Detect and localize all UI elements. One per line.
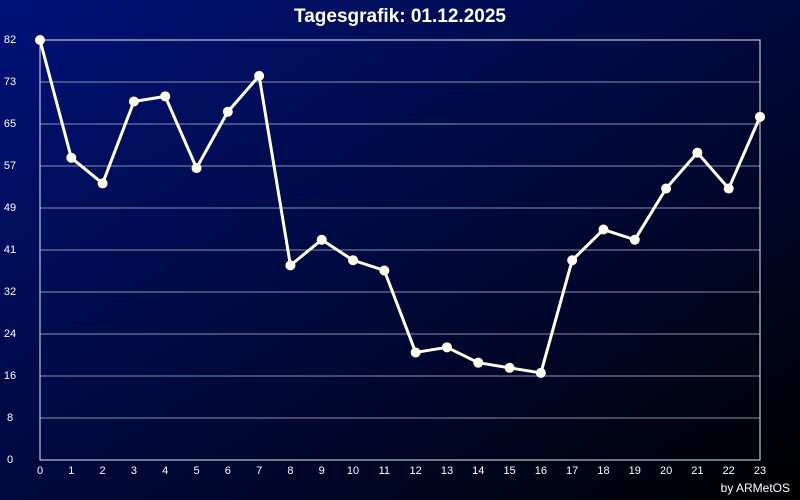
x-tick-label: 8 — [287, 465, 293, 477]
data-point — [567, 255, 578, 266]
y-tick-label: 0 — [7, 454, 13, 466]
data-point — [97, 178, 108, 189]
x-tick-label: 12 — [410, 465, 422, 477]
x-tick-label: 22 — [723, 465, 735, 477]
x-tick-label: 21 — [691, 465, 703, 477]
y-tick-label: 73 — [4, 76, 16, 88]
data-point — [254, 70, 265, 81]
data-point — [504, 362, 515, 373]
data-point — [723, 183, 734, 194]
data-point — [191, 163, 202, 174]
x-tick-label: 5 — [193, 465, 199, 477]
data-point — [535, 367, 546, 378]
data-point — [629, 234, 640, 245]
y-tick-label: 49 — [4, 202, 16, 214]
x-tick-label: 4 — [162, 465, 168, 477]
data-point — [316, 234, 327, 245]
x-tick-label: 1 — [68, 465, 74, 477]
data-point — [348, 255, 359, 266]
data-line — [38, 39, 762, 375]
data-point — [379, 265, 390, 276]
x-tick-label: 18 — [597, 465, 609, 477]
data-point — [661, 183, 672, 194]
x-tick-label: 17 — [566, 465, 578, 477]
x-tick-label: 11 — [379, 465, 390, 477]
y-tick-label: 65 — [4, 118, 16, 130]
data-point — [755, 111, 765, 122]
x-tick-label: 20 — [660, 465, 672, 477]
y-tick-label: 16 — [4, 370, 16, 382]
x-tick-label: 23 — [754, 465, 766, 477]
y-tick-label: 82 — [4, 34, 16, 46]
data-point — [598, 224, 609, 235]
data-point — [410, 347, 421, 358]
x-tick-label: 3 — [131, 465, 137, 477]
data-point — [473, 357, 484, 368]
y-tick-label: 41 — [4, 244, 16, 256]
source-note: by ARMetOS — [721, 481, 790, 495]
x-tick-label: 15 — [503, 465, 515, 477]
x-tick-label: 0 — [37, 465, 43, 477]
x-tick-label: 9 — [319, 465, 325, 477]
data-point — [692, 147, 703, 158]
x-tick-label: 16 — [535, 465, 547, 477]
x-tick-label: 10 — [347, 465, 359, 477]
data-point — [128, 96, 139, 107]
plot-border — [39, 39, 761, 461]
x-tick-label: 2 — [100, 465, 106, 477]
y-tick-label: 8 — [7, 412, 13, 424]
data-point — [160, 91, 171, 102]
data-point — [66, 152, 77, 163]
data-point — [441, 342, 452, 353]
y-tick-label: 24 — [4, 328, 16, 340]
data-point — [222, 106, 233, 117]
y-tick-label: 32 — [4, 286, 16, 298]
data-point — [35, 35, 45, 45]
x-tick-label: 7 — [256, 465, 262, 477]
chart-title: Tagesgrafik: 01.12.2025 — [294, 6, 506, 27]
x-tick-label: 13 — [441, 465, 453, 477]
data-point — [285, 260, 296, 271]
x-tick-label: 14 — [472, 465, 484, 477]
x-tick-label: 19 — [629, 465, 641, 477]
y-tick-label: 57 — [4, 160, 16, 172]
x-tick-label: 6 — [225, 465, 231, 477]
